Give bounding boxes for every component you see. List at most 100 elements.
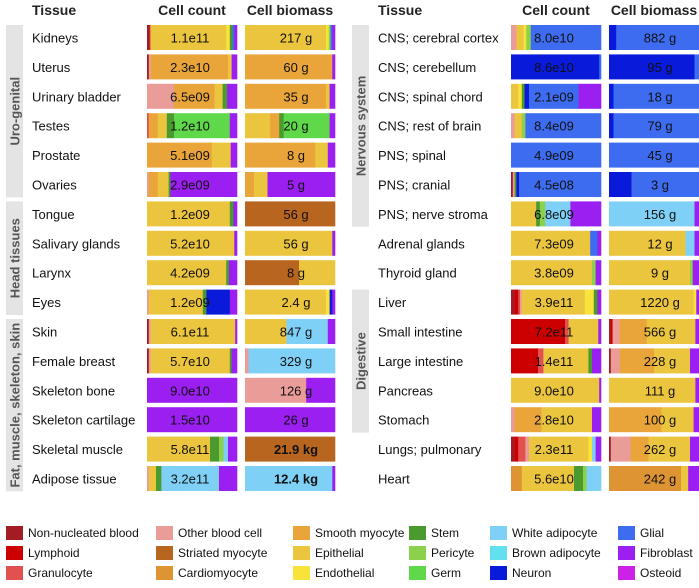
biomass-segment-epithelial [609,289,694,315]
biomass-segment-lymphoid [610,319,613,344]
count-segment-epithelial [147,436,211,462]
biomass-value-label: 217 g [280,31,313,46]
biomass-value-label: 111 g [645,383,676,398]
biomass-segment-fibroblast [690,436,699,462]
tissue-label-pns-spinal: PNS; spinal [378,148,446,163]
tissue-label-ovaries: Ovaries [32,178,77,193]
legend-swatch [409,526,426,540]
biomass-bar-testes: 20 g [245,113,336,139]
count-segment-pericyte [521,113,526,139]
legend-label: Granulocyte [28,566,93,580]
count-value-label: 9.0e10 [534,383,574,398]
count-segment-glial [590,230,598,256]
legend-label: Smooth myocyte [315,526,405,540]
biomass-bar-adrenal-glands: 12 g [609,230,699,256]
count-segment-lymphoid [511,348,539,374]
count-bar-salivary-glands: 5.2e10 [147,230,238,256]
count-bar-pns-spinal: 4.9e09 [511,142,602,168]
legend-swatch [490,546,507,560]
biomass-segment-white-adipocyte [245,466,333,491]
count-value-label: 3.8e09 [534,266,574,281]
biomass-segment-fibroblast [695,377,699,403]
count-value-label: 2.9e09 [170,178,210,193]
count-segment-epithelial [511,260,593,286]
tissue-label-heart: Heart [378,472,410,487]
count-segment-fibroblast [219,466,238,491]
group-band-fat-muscle-skeleton-skin [6,319,23,492]
biomass-segment-epithelial [609,230,686,256]
biomass-segment-fibroblast [327,319,336,344]
biomass-bar-tongue: 56 g [245,201,336,227]
biomass-segment-fibroblast [332,25,336,50]
count-segment-glial [529,83,579,109]
count-value-label: 6.5e09 [170,89,210,104]
biomass-segment-fibroblast [690,348,699,374]
legend-label: Striated myocyte [178,546,268,560]
count-segment-white-adipocyte [161,466,220,491]
count-bar-skeleton-cartilage: 1.5e10 [147,407,238,433]
biomass-value-label: 60 g [283,60,308,75]
count-segment-non-nucleated-blood [147,54,150,80]
count-value-label: 7.3e09 [534,236,574,251]
tissue-label-uterus: Uterus [32,60,71,75]
biomass-value-label: 847 g [280,325,313,340]
biomass-segment-smooth-myocyte [245,142,316,168]
count-bar-skeleton-bone: 9.0e10 [147,377,238,403]
count-segment-stem [229,201,234,227]
count-bar-tongue: 1.2e09 [147,201,238,227]
count-segment-fibroblast [599,377,602,403]
biomass-bar-skeletal-muscle: 21.9 kg [245,436,336,462]
count-value-label: 7.2e11 [535,325,574,340]
biomass-segment-fibroblast [329,113,336,139]
legend-item-other-blood-cell: Other blood cell [156,526,262,540]
tissue-label-eyes: Eyes [32,295,61,310]
count-segment-endothelial [588,436,593,462]
biomass-value-label: 126 g [280,383,313,398]
biomass-segment-non-nucleated-blood [609,319,612,344]
biomass-segment-neuron [609,113,614,139]
column-header-tissue: Tissue [378,2,422,18]
group-band-head-tissues [6,201,23,315]
biomass-segment-epithelial [245,25,327,50]
count-segment-white-adipocyte [545,201,571,227]
count-segment-glial [232,25,235,50]
count-segment-glial [599,54,602,80]
biomass-segment-neuron [609,172,632,197]
biomass-value-label: 9 g [651,266,669,281]
legend-item-neuron: Neuron [490,566,551,580]
count-segment-glial [525,113,602,139]
count-segment-epithelial [157,172,169,197]
count-segment-epithelial [211,142,231,168]
biomass-segment-cardiomyocyte [609,466,682,491]
count-segment-stem [168,172,171,197]
count-segment-fibroblast [597,230,602,256]
biomass-segment-epithelial [654,348,691,374]
legend-label: Other blood cell [178,526,263,540]
tissue-label-skeleton-bone: Skeleton bone [32,383,115,398]
count-bar-kidneys: 1.1e11 [147,25,238,50]
count-segment-epithelial [148,289,204,315]
count-bar-pns-cranial: 4.5e08 [511,172,602,197]
count-segment-epithelial [511,201,537,227]
biomass-segment-smooth-myocyte [245,172,255,197]
biomass-value-label: 95 g [647,60,672,75]
biomass-segment-white-adipocyte [609,201,695,227]
count-value-label: 1.1e11 [171,31,210,46]
count-segment-endothelial [523,25,527,50]
count-segment-glial [511,142,602,168]
count-bar-pns-nerve-stroma: 6.8e09 [511,201,602,227]
tissue-label-stomach: Stomach [378,413,429,428]
biomass-value-label: 56 g [283,207,308,222]
count-segment-non-nucleated-blood [147,348,150,374]
count-bar-thyroid-gland: 3.8e09 [511,260,602,286]
tissue-label-adipose-tissue: Adipose tissue [32,472,117,487]
biomass-bar-lungs-pulmonary: 262 g [609,436,699,462]
count-segment-smooth-myocyte [150,54,229,80]
biomass-segment-white-adipocyte [248,348,336,374]
legend-swatch [156,526,173,540]
biomass-value-label: 56 g [283,236,308,251]
count-segment-non-nucleated-blood [147,25,150,50]
count-bar-small-intestine: 7.2e11 [511,319,602,344]
biomass-value-label: 3 g [651,178,669,193]
count-segment-fibroblast [227,83,238,109]
